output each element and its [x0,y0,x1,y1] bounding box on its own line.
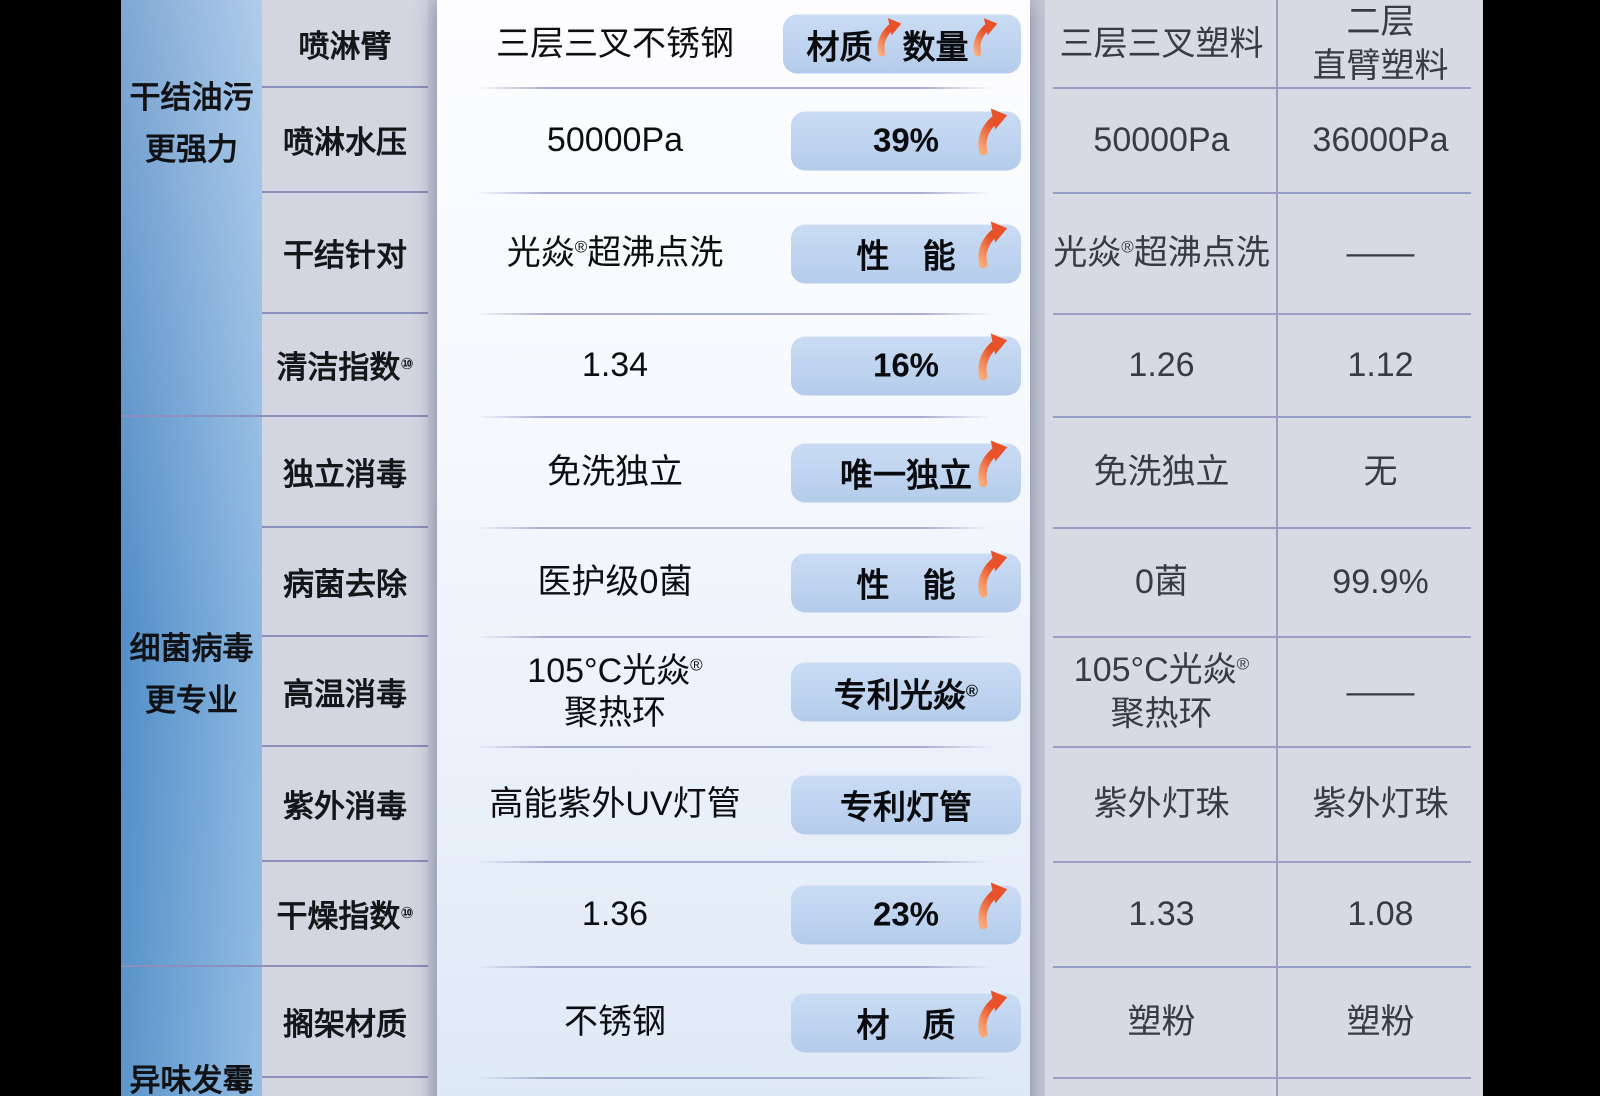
advantage-badge: 16% [791,336,1021,395]
competitor-row: 紫外灯珠 紫外灯珠 [1045,747,1483,863]
table-row-main: 三层三叉不锈钢 材质 数量 [437,0,1030,89]
up-arrow-icon [975,102,1008,159]
competitor-row: 1.26 1.12 [1045,314,1483,418]
competitor2-value: 1.12 [1347,346,1414,385]
row-label-cut [262,1078,428,1096]
competitor1-value: 105°C光焱® 聚热环 [1073,650,1250,733]
main-product-value: 高能紫外UV灯管 [489,785,741,824]
table-row-main: 高能紫外UV灯管 专利灯管 [437,747,1030,863]
competitor-row-cut [1045,1078,1483,1096]
main-product-value: 免洗独立 [547,453,683,492]
competitor-row: 105°C光焱® 聚热环 —— [1045,637,1483,748]
competitor2-value: 99.9% [1332,563,1429,602]
main-product-value: 不锈钢 [564,1003,666,1042]
up-arrow-icon [975,876,1008,933]
advantage-badge: 专利灯管 [791,775,1021,834]
row-label: 清洁指数 ⑩ [262,314,428,417]
row-label: 病菌去除 [262,528,428,637]
up-arrow-icon [971,13,998,59]
category-label-odor: 异味发霉 [129,1063,254,1096]
up-arrow-icon [975,544,1008,601]
advantage-badge: 唯一独立 [791,443,1021,502]
competitor2-value: 塑粉 [1346,1003,1415,1042]
table-row-main: 不锈钢 材 质 [437,967,1030,1079]
row-label: 干燥指数 ⑩ [262,862,428,967]
advantage-badge: 专利光焱 ® [791,662,1021,722]
competitor1-value: 光焱®超沸点洗 [1053,234,1270,273]
competitor-row: 光焱®超沸点洗 —— [1045,193,1483,315]
main-product-value: 光焱®超沸点洗 [506,234,724,273]
row-label: 高温消毒 [262,637,428,747]
competitor-columns: 三层三叉塑料 二层 直臂塑料 50000Pa 36000Pa 光焱®超沸点洗 [1045,0,1483,1096]
advantage-badge: 23% [791,885,1021,944]
competitor1-value: 免洗独立 [1093,453,1230,492]
competitor1-value: 1.33 [1128,895,1195,934]
table-row-main: 光焱®超沸点洗 性 能 [437,193,1030,315]
row-label: 搁架材质 [262,967,428,1078]
main-product-value: 1.34 [581,346,649,385]
row-label: 干结针对 [262,193,428,314]
advantage-badge: 39% [791,111,1021,170]
table-row-main: 医护级0菌 性 能 [437,528,1030,638]
competitor1-value: 1.26 [1128,346,1195,385]
table-row-main: 50000Pa 39% [437,88,1030,194]
main-product-value: 50000Pa [546,121,684,160]
competitor-row: 塑粉 塑粉 [1045,967,1483,1079]
table-row-cut [437,1078,1030,1096]
main-product-value: 105°C光焱® 聚热环 [527,651,703,733]
column-divider [1276,0,1278,1096]
row-label: 喷淋臂 [262,0,428,88]
advantage-badge: 性 能 [791,224,1021,283]
main-product-value: 1.36 [581,895,649,934]
competitor2-value: 36000Pa [1312,121,1449,160]
main-product-value: 医护级0菌 [537,563,693,602]
competitor-row: 三层三叉塑料 二层 直臂塑料 [1045,0,1483,89]
competitor2-value: 1.08 [1347,895,1414,934]
competitor1-value: 三层三叉塑料 [1059,25,1264,64]
table-row-main: 1.34 16% [437,314,1030,418]
competitor-row: 1.33 1.08 [1045,862,1483,968]
competitor1-value: 塑粉 [1127,1003,1196,1042]
advantage-badge: 性 能 [791,553,1021,612]
table-row-main: 1.36 23% [437,862,1030,968]
row-label-column: 喷淋臂 喷淋水压 干结针对 清洁指数 ⑩ 独立消毒 病菌去除 高温消毒 紫外消毒 … [262,0,428,1096]
up-arrow-icon [975,984,1008,1041]
competitor-row: 免洗独立 无 [1045,417,1483,529]
table-row-main: 105°C光焱® 聚热环 专利光焱 ® [437,637,1030,748]
up-arrow-icon [975,434,1008,491]
competitor1-value: 0菌 [1135,563,1188,602]
up-arrow-icon [975,215,1008,272]
category-label-bacteria: 细菌病毒 更专业 [121,417,262,967]
competitor2-value: —— [1346,234,1415,273]
row-label: 独立消毒 [262,417,428,528]
advantage-badge: 材质 数量 [783,15,1021,74]
category-label-dried-grease: 干结油污 更强力 [121,0,262,417]
up-arrow-icon [875,13,902,59]
competitor1-value: 紫外灯珠 [1093,785,1230,824]
advantage-badge: 材 质 [791,993,1021,1052]
up-arrow-icon [975,327,1008,384]
competitor2-value: 紫外灯珠 [1312,785,1449,824]
competitor-row: 50000Pa 36000Pa [1045,88,1483,194]
main-product-value: 三层三叉不锈钢 [496,24,734,63]
competitor-row: 0菌 99.9% [1045,528,1483,638]
main-product-column: 三层三叉不锈钢 材质 数量 50000Pa 39% 光焱®超沸点洗 [437,0,1030,1096]
competitor2-value: —— [1346,672,1415,711]
row-label: 紫外消毒 [262,747,428,862]
table-row-main: 免洗独立 唯一独立 [437,417,1030,529]
competitor2-value: 无 [1363,453,1398,492]
category-column: 干结油污 更强力 细菌病毒 更专业 异味发霉 [121,0,262,1096]
competitor2-value: 二层 直臂塑料 [1312,3,1449,86]
row-label: 喷淋水压 [262,88,428,193]
competitor1-value: 50000Pa [1093,121,1230,160]
